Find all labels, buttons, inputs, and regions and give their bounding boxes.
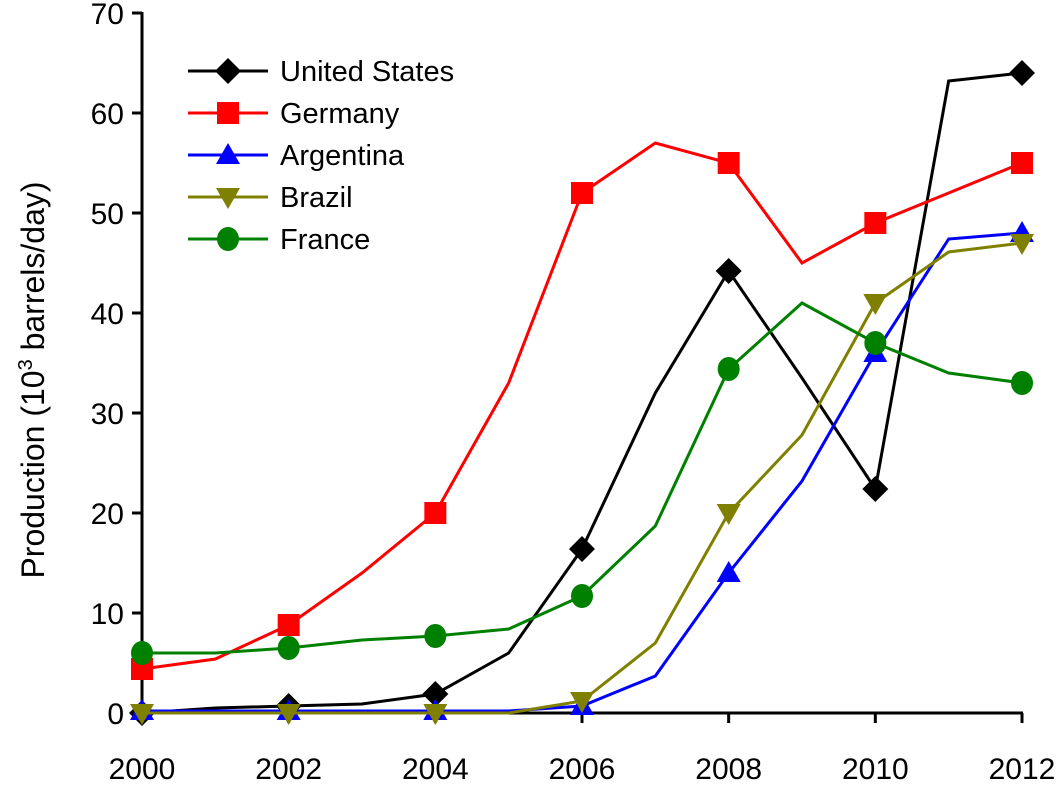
legend-marker-germany bbox=[217, 102, 239, 124]
y-tick-label: 30 bbox=[91, 398, 124, 431]
x-tick-label: 2010 bbox=[842, 753, 909, 786]
legend-marker-brazil bbox=[216, 188, 240, 209]
legend-marker-france bbox=[217, 227, 239, 251]
data-point-united-states bbox=[422, 681, 449, 707]
series-germany bbox=[131, 141, 1033, 680]
data-point-france bbox=[571, 584, 593, 608]
data-point-germany bbox=[571, 182, 593, 204]
y-tick-label: 50 bbox=[91, 198, 124, 231]
data-point-france bbox=[277, 636, 300, 660]
x-tick-label: 2006 bbox=[549, 753, 616, 786]
legend-item-france: France bbox=[188, 224, 370, 256]
legend-item-united-states: United States bbox=[188, 56, 454, 88]
legend-label: Brazil bbox=[280, 182, 353, 214]
data-point-brazil bbox=[716, 504, 741, 525]
x-tick-label: 2004 bbox=[402, 753, 469, 786]
y-axis-label: Production (103 barrels/day) bbox=[15, 181, 51, 578]
legend-label: Argentina bbox=[280, 140, 405, 172]
y-tick-label: 0 bbox=[107, 698, 124, 731]
series-group bbox=[129, 60, 1035, 726]
x-tick-label: 2008 bbox=[695, 753, 762, 786]
series-line-brazil bbox=[142, 241, 1023, 715]
y-tick-label: 20 bbox=[91, 498, 124, 531]
data-point-brazil bbox=[570, 692, 594, 713]
legend: United States Germany Argentina Brazil Franc… bbox=[188, 56, 454, 256]
data-point-united-states bbox=[715, 258, 742, 284]
data-point-brazil bbox=[130, 704, 154, 725]
series-brazil bbox=[130, 234, 1034, 725]
axes: 0 10 20 30 40 50 60 70 2000 2002 2004 2006 2008 2010 2… bbox=[91, 0, 1056, 786]
data-point-germany bbox=[424, 502, 447, 524]
y-axis-label-exponent: 3 bbox=[15, 359, 37, 370]
legend-marker-argentina bbox=[216, 143, 240, 164]
x-tick-label: 2012 bbox=[989, 753, 1056, 786]
data-point-france bbox=[424, 624, 447, 648]
x-tick-label: 2002 bbox=[255, 753, 322, 786]
data-point-brazil bbox=[1010, 234, 1034, 255]
legend-label: Germany bbox=[280, 98, 400, 130]
data-point-united-states bbox=[862, 476, 889, 502]
data-point-france bbox=[864, 331, 887, 355]
data-point-germany bbox=[1011, 152, 1033, 174]
data-point-germany bbox=[131, 658, 153, 680]
y-tick-label: 10 bbox=[91, 598, 124, 631]
legend-item-argentina: Argentina bbox=[188, 140, 405, 172]
data-point-brazil bbox=[276, 704, 301, 725]
data-point-argentina bbox=[716, 561, 741, 582]
legend-marker-united-states bbox=[215, 58, 241, 84]
data-point-united-states bbox=[569, 536, 595, 562]
series-united-states bbox=[129, 60, 1035, 726]
data-point-brazil bbox=[863, 294, 888, 315]
legend-label: France bbox=[280, 224, 370, 256]
y-tick-label: 60 bbox=[91, 98, 124, 131]
x-tick-label: 2000 bbox=[109, 753, 176, 786]
data-point-germany bbox=[717, 152, 740, 174]
series-argentina bbox=[130, 221, 1034, 720]
legend-item-brazil: Brazil bbox=[188, 182, 353, 214]
data-point-france bbox=[717, 357, 740, 381]
series-france bbox=[131, 301, 1033, 665]
data-point-united-states bbox=[1009, 60, 1035, 86]
data-point-france bbox=[131, 641, 153, 665]
series-line-argentina bbox=[142, 231, 1023, 713]
data-point-germany bbox=[864, 212, 887, 234]
legend-item-germany: Germany bbox=[188, 98, 400, 130]
data-point-brazil bbox=[423, 704, 448, 725]
data-point-france bbox=[1011, 371, 1033, 395]
data-point-germany bbox=[277, 614, 300, 636]
series-line-united-states bbox=[141, 71, 1023, 715]
y-tick-label: 70 bbox=[91, 0, 124, 31]
y-tick-label: 40 bbox=[91, 298, 124, 331]
legend-label: United States bbox=[280, 56, 454, 88]
